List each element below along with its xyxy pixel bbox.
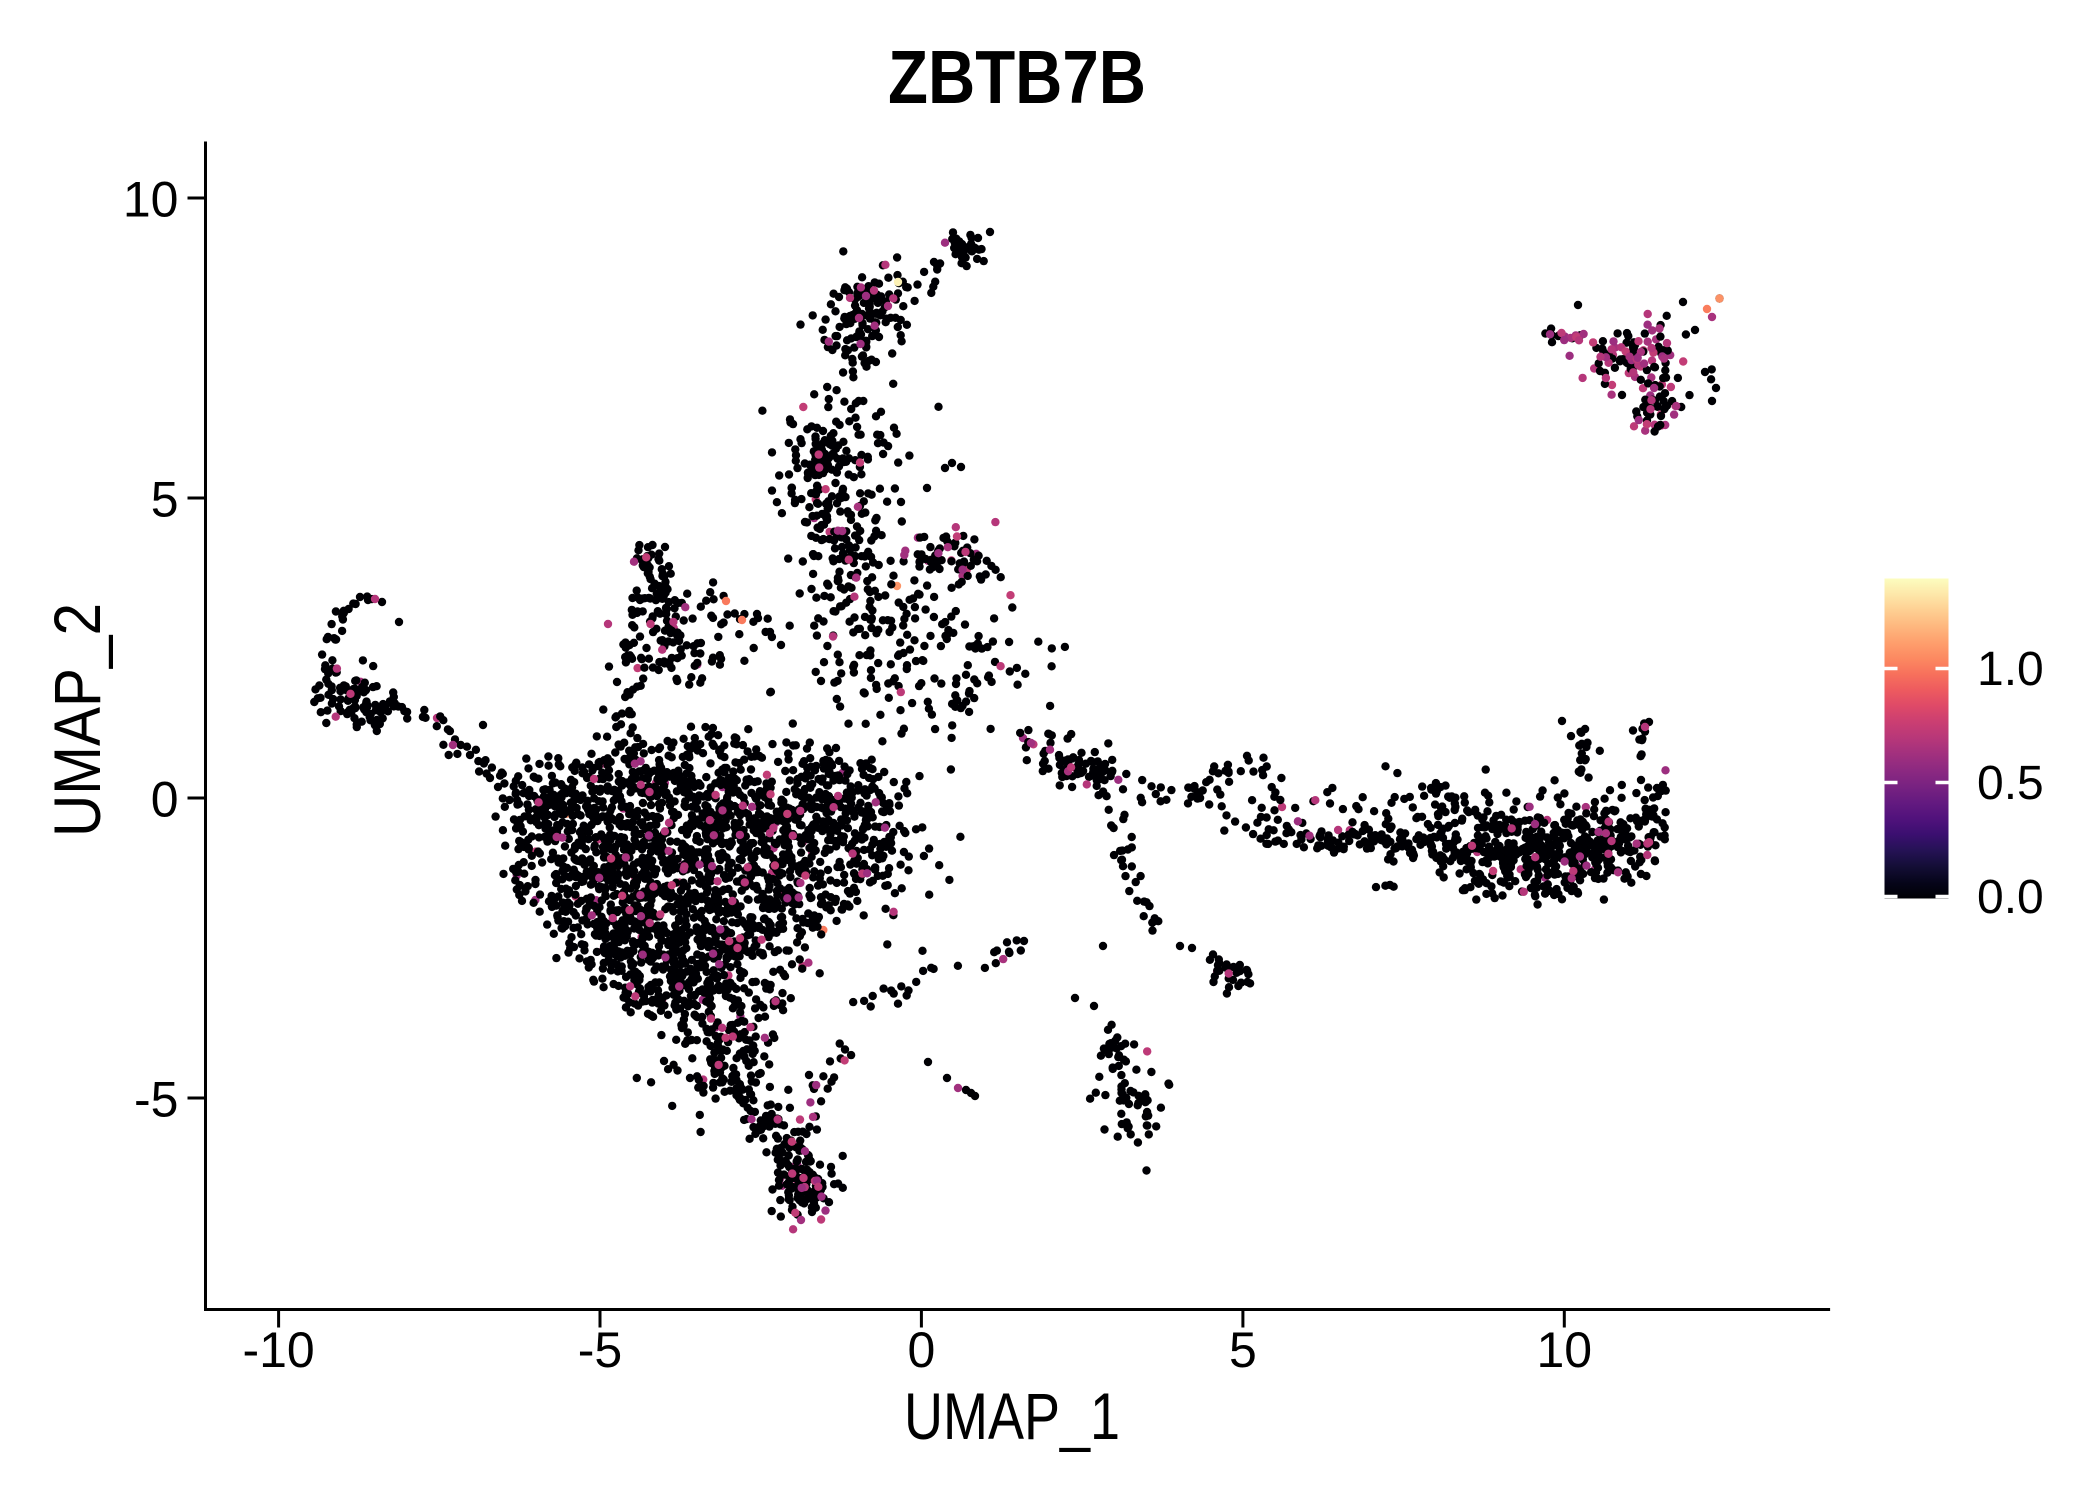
svg-text:10: 10 bbox=[123, 172, 179, 228]
svg-text:-5: -5 bbox=[134, 1072, 178, 1128]
svg-text:0.0: 0.0 bbox=[1977, 871, 2044, 924]
svg-text:UMAP_1: UMAP_1 bbox=[904, 1379, 1120, 1453]
svg-text:-5: -5 bbox=[578, 1322, 622, 1378]
svg-text:0.5: 0.5 bbox=[1977, 757, 2044, 810]
svg-text:-10: -10 bbox=[242, 1322, 314, 1378]
svg-text:5: 5 bbox=[151, 472, 179, 528]
svg-text:UMAP_2: UMAP_2 bbox=[40, 603, 114, 837]
svg-text:0: 0 bbox=[907, 1322, 935, 1378]
svg-text:0: 0 bbox=[151, 772, 179, 828]
svg-text:ZBTB7B: ZBTB7B bbox=[888, 35, 1146, 119]
svg-text:5: 5 bbox=[1229, 1322, 1257, 1378]
svg-text:10: 10 bbox=[1536, 1322, 1592, 1378]
svg-text:1.0: 1.0 bbox=[1977, 643, 2044, 696]
